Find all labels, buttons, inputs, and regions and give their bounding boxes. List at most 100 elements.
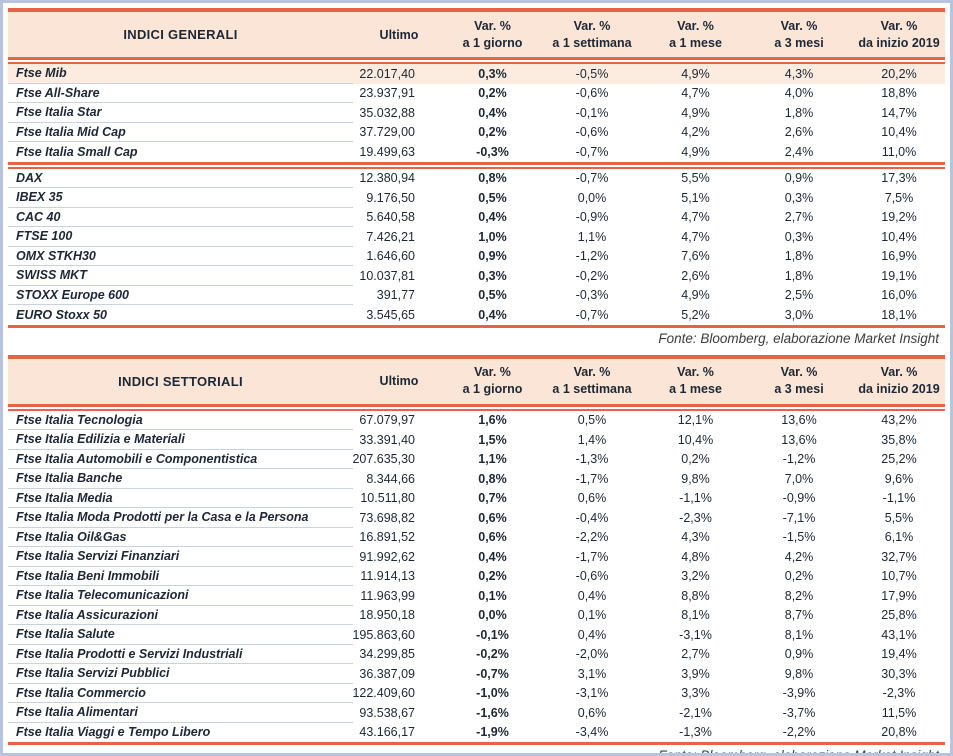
pct-1-settimana: 0,4% (577, 588, 607, 603)
var-label: Var. % (677, 365, 714, 379)
table-row: Ftse Italia Oil&Gas 16.891,52 0,6% -2,2% 4,3… (8, 528, 945, 547)
ultimo-value: 195.863,60 (352, 627, 415, 642)
index-name: IBEX 35 (8, 188, 353, 208)
pct-1-giorno: 0,8% (478, 471, 507, 486)
pct-1-settimana: -2,0% (575, 647, 609, 662)
table-row: Ftse Italia Mid Cap 37.729,00 0,2% -0,6% 4,2… (8, 123, 945, 142)
pct-da-inizio-2019: 11,0% (881, 144, 917, 159)
pct-3-mesi: -0,9% (782, 491, 816, 506)
index-name: Ftse Mib (8, 64, 353, 84)
table-row: Ftse Italia Banche 8.344,66 0,8% -1,7% 9,8% 7… (8, 469, 945, 489)
indici-generali-header-row: INDICI GENERALI Ultimo Var. % a 1 giorno… (8, 8, 945, 57)
table-row: Ftse Italia Telecomunicazioni 11.963,99 0,… (8, 586, 945, 606)
pct-1-mese: -1,3% (679, 725, 712, 740)
ultimo-value: 11.963,99 (360, 588, 415, 603)
ultimo-value: 33.391,40 (359, 432, 415, 447)
ultimo-value: 5.640,58 (366, 210, 415, 225)
pct-1-settimana: -0,3% (575, 288, 609, 303)
pct-1-settimana: -0,7% (575, 144, 609, 159)
pct-1-giorno: 0,2% (478, 86, 507, 101)
var-label: Var. % (880, 18, 918, 33)
pct-3-mesi: 2,7% (784, 210, 814, 225)
pct-1-mese: 2,6% (681, 268, 710, 283)
pct-1-settimana: -1,2% (575, 249, 609, 264)
ultimo-value: 3.545,65 (366, 307, 415, 322)
column-header-var-1-settimana: Var. % a 1 settimana (540, 364, 644, 398)
index-name: Ftse Italia Salute (8, 625, 353, 645)
table-row: IBEX 35 9.176,50 0,5% 0,0% 5,1% 0,3% 7,5% (8, 188, 945, 208)
pct-1-mese: 5,5% (681, 171, 710, 186)
index-name: Ftse All-Share (8, 84, 353, 103)
table-bottom-rule (8, 742, 945, 745)
pct-3-mesi: 0,3% (784, 229, 814, 244)
pct-1-settimana: -0,6% (575, 125, 609, 140)
ultimo-value: 19.499,63 (359, 144, 415, 159)
pct-da-inizio-2019: 30,3% (881, 666, 917, 681)
pct-1-giorno: -0,2% (476, 647, 509, 662)
table-row: CAC 40 5.640,58 0,4% -0,9% 4,7% 2,7% 19,2% (8, 208, 945, 227)
table-row: EURO Stoxx 50 3.545,65 0,4% -0,7% 5,2% 3,0% 18… (8, 305, 945, 325)
pct-1-settimana: -0,7% (575, 307, 609, 322)
period-label: a 1 settimana (552, 382, 632, 396)
index-name: Ftse Italia Viaggi e Tempo Libero (16, 725, 211, 740)
index-name: Ftse Italia Telecomunicazioni (8, 586, 353, 606)
table-row: Ftse Italia Commercio 122.409,60 -1,0% -3,1… (8, 684, 945, 703)
pct-1-giorno: 0,4% (478, 549, 507, 564)
pct-1-settimana: -0,2% (575, 268, 609, 283)
var-label: Var. % (780, 365, 818, 379)
table-row: Ftse Italia Servizi Finanziari 91.992,62 0… (8, 547, 945, 567)
pct-1-giorno: 0,4% (478, 307, 507, 322)
pct-1-mese: 5,1% (681, 190, 710, 205)
index-name: FTSE 100 (8, 227, 353, 247)
pct-1-mese: 4,2% (681, 125, 710, 140)
pct-3-mesi: 4,3% (784, 66, 814, 81)
column-header-var-da-inizio-2019: Var. % da inizio 2019 (851, 364, 947, 398)
ultimo-value: 1.646,60 (366, 249, 415, 264)
index-name: Ftse Italia Beni Immobili (8, 567, 353, 586)
pct-1-mese: 4,3% (681, 530, 710, 545)
pct-1-giorno: 0,3% (478, 268, 507, 283)
pct-3-mesi: -3,7% (782, 705, 816, 720)
index-name: Ftse Italia Star (8, 103, 353, 123)
table-row: OMX STKH30 1.646,60 0,9% -1,2% 7,6% 1,8% 16,9% (8, 247, 945, 266)
var-label: Var. % (880, 365, 918, 379)
pct-da-inizio-2019: 14,7% (881, 105, 917, 120)
pct-1-settimana: 0,5% (577, 413, 607, 428)
pct-3-mesi: 13,6% (781, 432, 817, 447)
table-row: Ftse Italia Edilizia e Materiali 33.391,4… (8, 430, 945, 450)
table-row: Ftse Italia Servizi Pubblici 36.387,09 -0,… (8, 664, 945, 684)
pct-1-giorno: 0,2% (478, 569, 507, 584)
pct-1-giorno: 1,1% (478, 452, 507, 467)
table-bottom-rule (8, 324, 945, 328)
period-label: a 1 settimana (552, 35, 632, 50)
pct-1-giorno: 1,0% (478, 229, 507, 244)
pct-1-giorno: 0,1% (478, 588, 507, 603)
column-header-var-1-settimana: Var. % a 1 settimana (540, 18, 644, 52)
pct-3-mesi: 1,8% (784, 249, 814, 264)
pct-1-settimana: -0,4% (575, 510, 609, 525)
pct-1-mese: 12,1% (677, 413, 714, 428)
table-row: Ftse Italia Small Cap 19.499,63 -0,3% -0,7%… (8, 142, 945, 162)
pct-1-giorno: 0,6% (478, 530, 507, 545)
index-name: Ftse Italia Banche (8, 469, 353, 489)
pct-1-giorno: 1,6% (478, 413, 507, 428)
pct-1-mese: -2,1% (679, 705, 712, 720)
pct-da-inizio-2019: 17,9% (881, 588, 917, 603)
pct-1-giorno: 0,5% (478, 288, 507, 303)
pct-1-settimana: 0,1% (577, 608, 607, 623)
pct-da-inizio-2019: 19,2% (881, 210, 917, 225)
ultimo-value: 43.166,17 (359, 725, 415, 740)
index-name: Ftse Italia Moda Prodotti per la Casa e … (8, 508, 353, 528)
index-name: Ftse Italia Media (8, 489, 353, 508)
pct-3-mesi: 8,7% (784, 608, 814, 623)
pct-da-inizio-2019: 19,1% (881, 268, 917, 283)
ultimo-value: 35.032,88 (359, 105, 415, 120)
pct-3-mesi: 2,4% (784, 144, 814, 159)
pct-3-mesi: -3,9% (782, 686, 816, 701)
index-name: STOXX Europe 600 (8, 286, 353, 305)
pct-1-mese: 8,8% (681, 588, 710, 603)
ultimo-value: 73.698,82 (359, 510, 415, 525)
index-name: Ftse Italia Edilizia e Materiali (8, 430, 353, 450)
pct-da-inizio-2019: 25,8% (881, 608, 917, 623)
pct-3-mesi: -1,2% (782, 452, 816, 467)
